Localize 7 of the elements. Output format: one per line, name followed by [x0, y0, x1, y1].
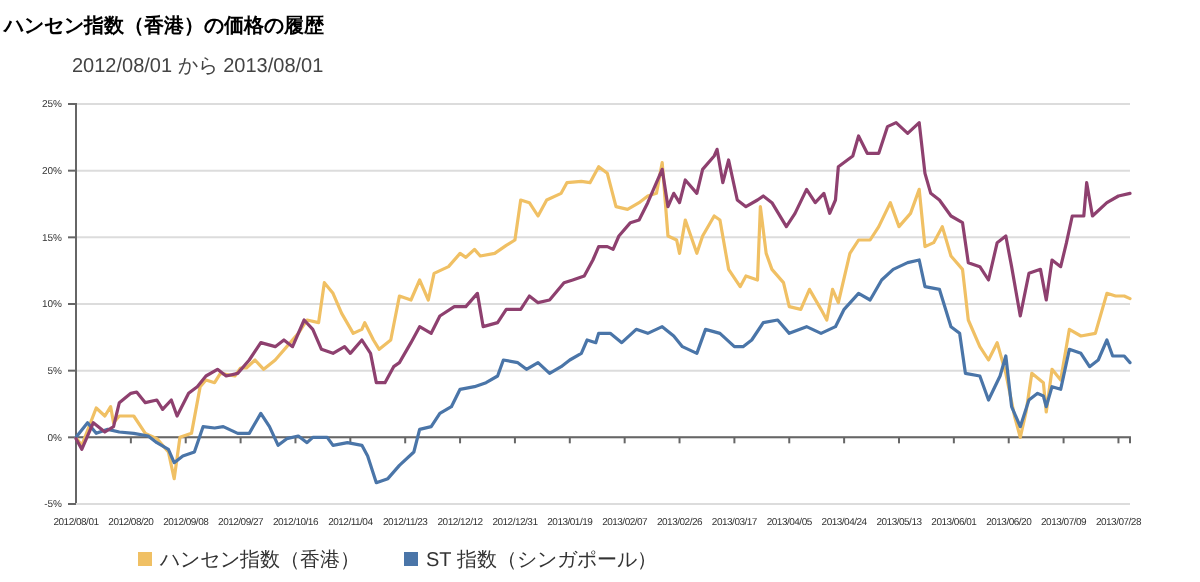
- line-series: [74, 258, 1132, 485]
- line-series: [74, 121, 1132, 451]
- chart-title: ハンセン指数（香港）の価格の履歴: [2, 14, 326, 38]
- line-series: [74, 161, 1132, 481]
- legend-label: ST 指数（シンガポール）: [426, 548, 657, 572]
- legend-label: ハンセン指数（香港）: [158, 548, 360, 572]
- chart-subtitle: 2012/08/01 から 2013/08/01: [72, 56, 325, 78]
